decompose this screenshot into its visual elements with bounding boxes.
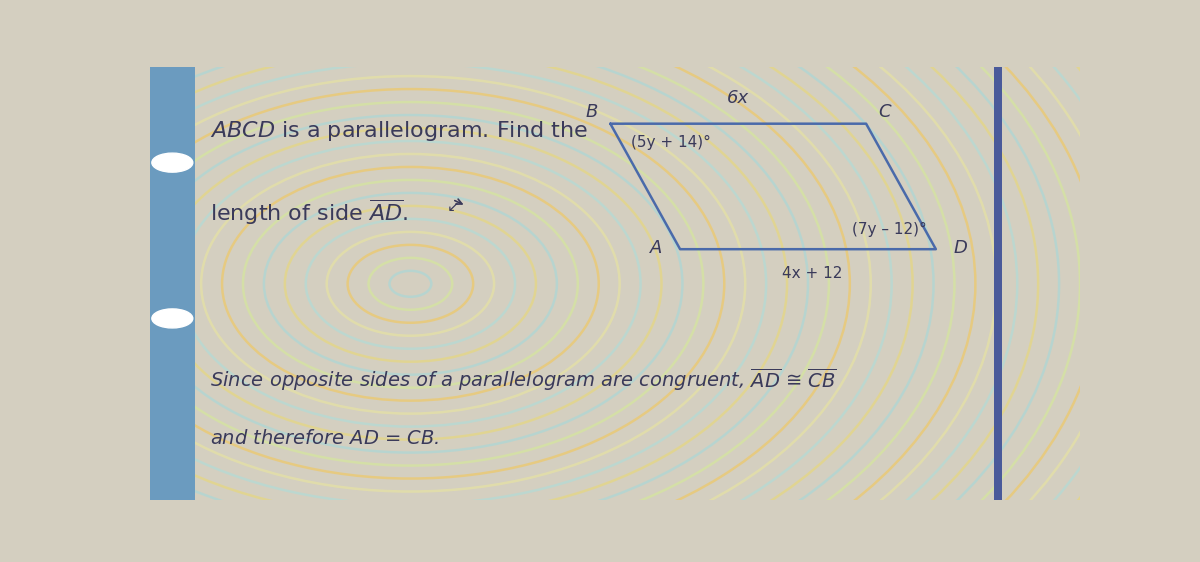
Bar bbox=[150, 67, 194, 500]
Text: D: D bbox=[954, 238, 968, 256]
Text: (5y + 14)°: (5y + 14)° bbox=[631, 134, 710, 149]
Circle shape bbox=[152, 309, 193, 328]
Circle shape bbox=[152, 153, 193, 172]
Text: (7y – 12)°: (7y – 12)° bbox=[852, 222, 926, 237]
Text: C: C bbox=[878, 103, 890, 121]
Text: A: A bbox=[649, 238, 662, 256]
Text: Since opposite sides of a parallelogram are congruent, $\overline{AD}$ ≅ $\overl: Since opposite sides of a parallelogram … bbox=[210, 366, 838, 393]
Bar bbox=[995, 67, 1002, 500]
Text: length of side $\overline{AD}$.: length of side $\overline{AD}$. bbox=[210, 197, 409, 226]
Text: $\it{ABCD}$ is a parallelogram. Find the: $\it{ABCD}$ is a parallelogram. Find the bbox=[210, 119, 588, 143]
Text: and therefore $\it{AD}$ = $\it{CB}$.: and therefore $\it{AD}$ = $\it{CB}$. bbox=[210, 429, 440, 448]
Text: ↗: ↗ bbox=[443, 197, 456, 212]
Text: B: B bbox=[586, 103, 599, 121]
Text: 6x: 6x bbox=[727, 89, 749, 107]
Text: 4x + 12: 4x + 12 bbox=[782, 266, 842, 280]
